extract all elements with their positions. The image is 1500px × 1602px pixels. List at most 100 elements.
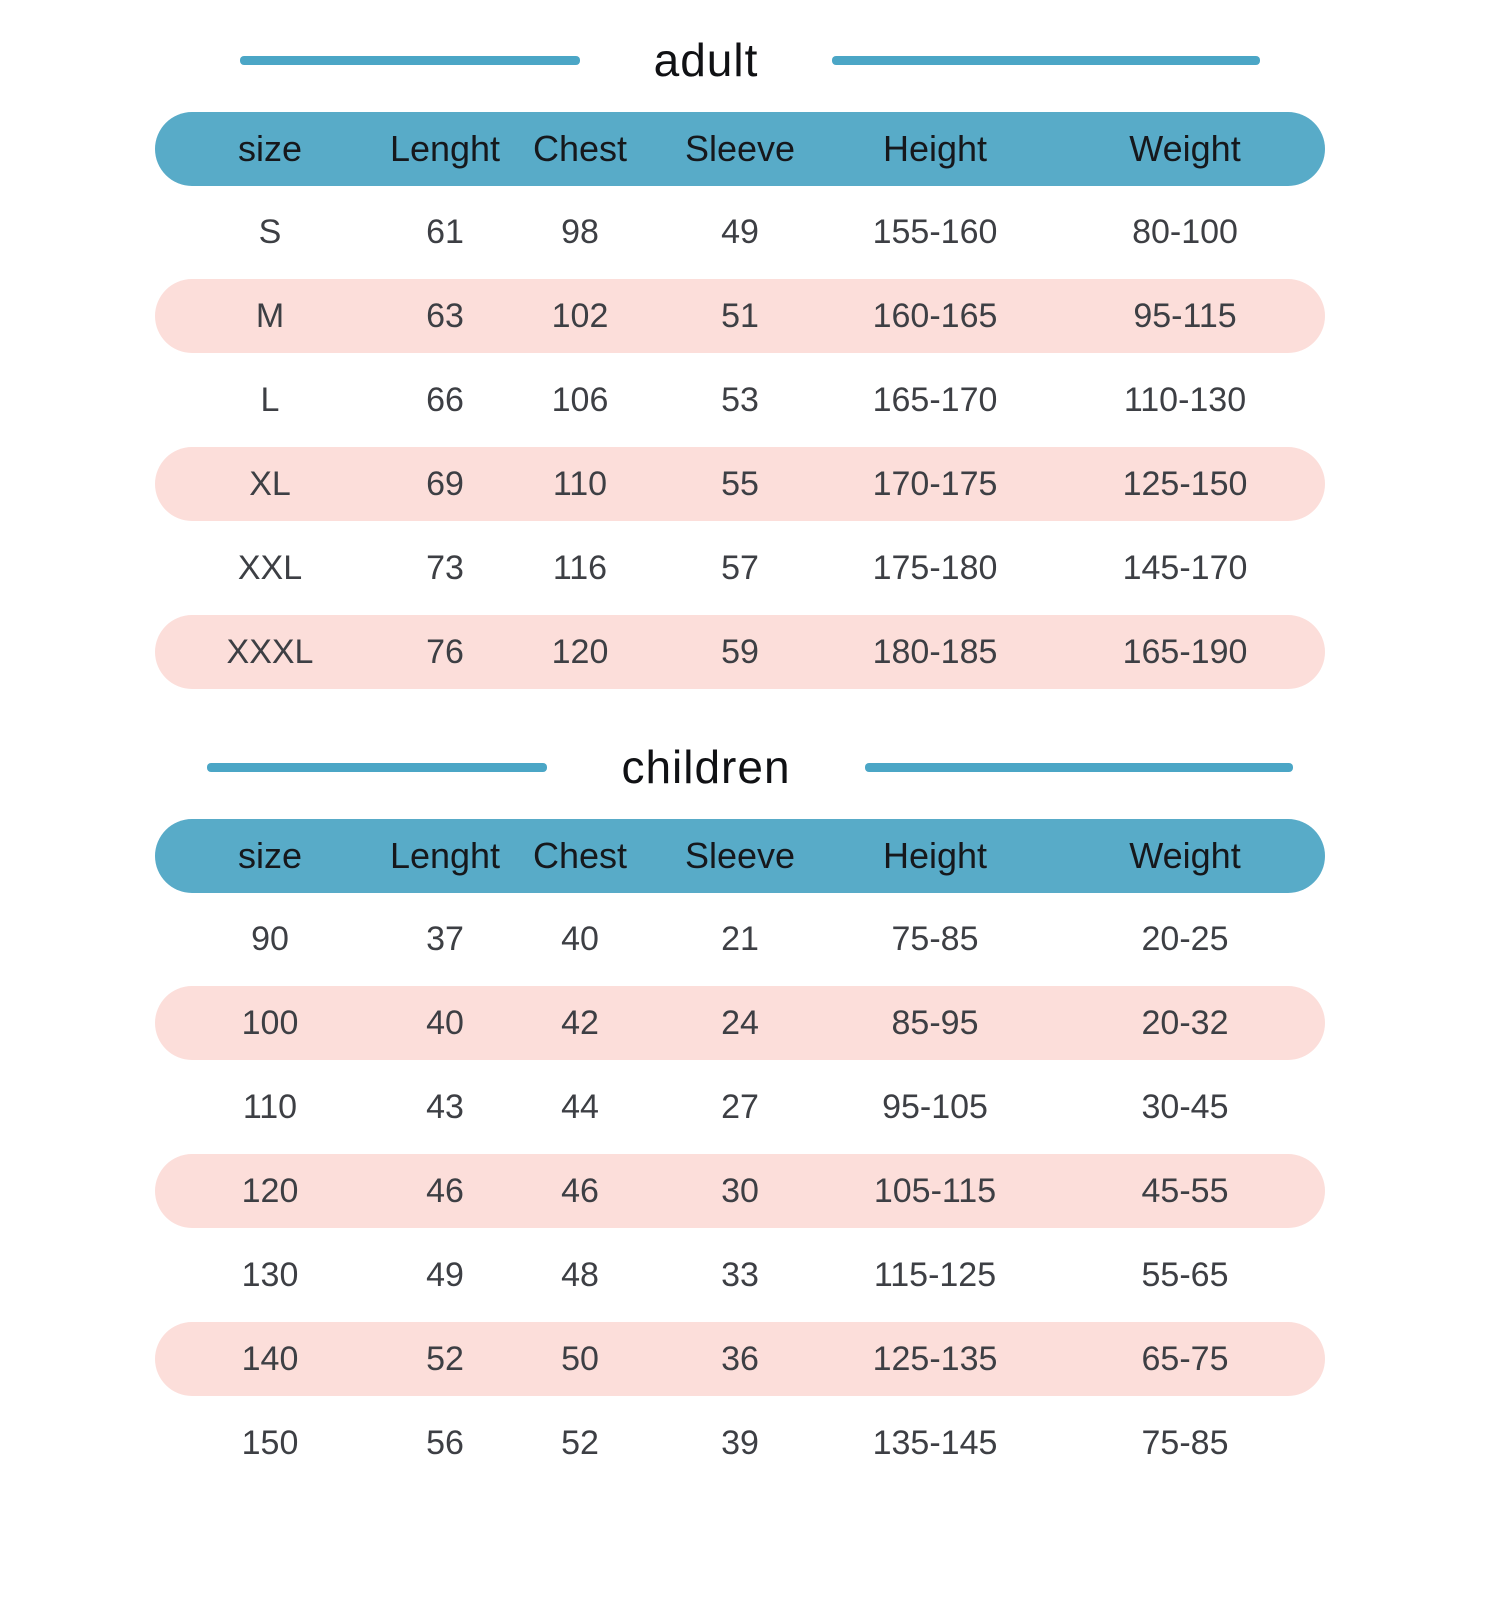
table-row-XL: XL 69 110 55 170-175 125-150 (155, 447, 1325, 521)
table-row-S: S 61 98 49 155-160 80-100 (155, 190, 1325, 274)
table-cell: 115-125 (873, 1255, 997, 1294)
column-header-weight: Weight (1129, 128, 1241, 169)
section-title-adult: adult (0, 28, 1500, 92)
table-cell: 165-170 (872, 380, 998, 419)
table-cell: 55-65 (1141, 1255, 1229, 1294)
table-row-120: 120 46 46 30 105-115 45-55 (155, 1154, 1325, 1228)
table-cell: 49 (721, 212, 759, 251)
table-cell: 40 (426, 1003, 464, 1042)
title-line-left (239, 55, 580, 65)
table-cell: 33 (721, 1255, 759, 1294)
table-cell: 98 (561, 212, 599, 251)
column-header-sleeve: Sleeve (684, 835, 796, 876)
table-cell: 36 (721, 1339, 759, 1378)
table-cell: 175-180 (872, 548, 998, 587)
table-cell: 80-100 (1132, 212, 1238, 251)
column-header-size: size (237, 835, 303, 876)
table-row-110: 110 43 44 27 95-105 30-45 (155, 1065, 1325, 1149)
table-cell: 95-115 (1133, 296, 1237, 335)
table-cell: 110 (242, 1087, 298, 1126)
children-size-table: size Lenght Chest Sleeve Height Weight 90 37 40… (155, 819, 1325, 1485)
table-cell: 24 (721, 1003, 759, 1042)
table-cell: XXXL (226, 632, 314, 671)
table-cell: 105-115 (873, 1171, 997, 1210)
table-cell: 52 (426, 1339, 464, 1378)
table-cell: L (260, 380, 280, 419)
table-body: 90 37 40 21 75-85 20-25 100 40 42 24 85-95 20-32 110… (155, 897, 1325, 1485)
table-cell: 63 (426, 296, 464, 335)
title-line-left (207, 762, 548, 772)
table-row-130: 130 49 48 33 115-125 55-65 (155, 1233, 1325, 1317)
table-cell: 125-150 (1122, 464, 1248, 503)
column-header-height: Height (882, 128, 988, 169)
table-cell: 75-85 (1141, 1423, 1229, 1462)
table-cell: 110-130 (1123, 380, 1247, 419)
table-row-XXL: XXL 73 116 57 175-180 145-170 (155, 526, 1325, 610)
table-row-150: 150 56 52 39 135-145 75-85 (155, 1401, 1325, 1485)
table-header-row: size Lenght Chest Sleeve Height Weight (155, 112, 1325, 186)
size-table-section-children: children size Lenght Chest Sleeve Height Weig… (0, 735, 1500, 1485)
column-header-lenght: Lenght (389, 128, 501, 169)
column-header-chest: Chest (532, 835, 628, 876)
size-table-section-adult: adult size Lenght Chest Sleeve Height Weight … (0, 28, 1500, 689)
section-title-text: children (621, 741, 791, 793)
table-cell: 30 (721, 1171, 759, 1210)
table-cell: 69 (426, 464, 464, 503)
table-cell: 155-160 (872, 212, 998, 251)
table-cell: 125-135 (872, 1339, 998, 1378)
column-header-chest: Chest (532, 128, 628, 169)
table-cell: 59 (721, 632, 759, 671)
table-cell: 110 (552, 464, 608, 503)
table-cell: XL (249, 464, 291, 503)
table-cell: 130 (241, 1255, 299, 1294)
column-header-height: Height (882, 835, 988, 876)
table-cell: 30-45 (1141, 1087, 1229, 1126)
table-cell: S (258, 212, 282, 251)
column-header-size: size (237, 128, 303, 169)
table-cell: 65-75 (1141, 1339, 1229, 1378)
table-cell: XXL (237, 548, 303, 587)
table-cell: 43 (426, 1087, 464, 1126)
table-cell: 55 (721, 464, 759, 503)
table-row-100: 100 40 42 24 85-95 20-32 (155, 986, 1325, 1060)
table-cell: 52 (561, 1423, 599, 1462)
table-cell: 51 (721, 296, 759, 335)
table-cell: 40 (561, 919, 599, 958)
title-line-right (832, 55, 1261, 65)
table-cell: 145-170 (1122, 548, 1248, 587)
column-header-lenght: Lenght (389, 835, 501, 876)
table-row-140: 140 52 50 36 125-135 65-75 (155, 1322, 1325, 1396)
table-cell: 46 (561, 1171, 599, 1210)
table-cell: 20-25 (1141, 919, 1229, 958)
table-row-90: 90 37 40 21 75-85 20-25 (155, 897, 1325, 981)
section-title-text: adult (653, 34, 759, 86)
table-body: S 61 98 49 155-160 80-100 M 63 102 51 160-165 95-11… (155, 190, 1325, 689)
table-cell: 90 (251, 919, 289, 958)
table-cell: 27 (721, 1087, 759, 1126)
table-cell: M (255, 296, 285, 335)
table-cell: 53 (721, 380, 759, 419)
table-row-L: L 66 106 53 165-170 110-130 (155, 358, 1325, 442)
table-cell: 61 (426, 212, 464, 251)
table-cell: 95-105 (882, 1087, 988, 1126)
table-header-row: size Lenght Chest Sleeve Height Weight (155, 819, 1325, 893)
table-cell: 42 (561, 1003, 599, 1042)
table-cell: 116 (552, 548, 608, 587)
table-cell: 150 (241, 1423, 299, 1462)
title-line-right (864, 762, 1293, 772)
table-cell: 73 (426, 548, 464, 587)
table-cell: 50 (561, 1339, 599, 1378)
table-cell: 56 (426, 1423, 464, 1462)
table-cell: 57 (721, 548, 759, 587)
table-row-M: M 63 102 51 160-165 95-115 (155, 279, 1325, 353)
table-cell: 75-85 (891, 919, 979, 958)
adult-size-table: size Lenght Chest Sleeve Height Weight S 61 98 4… (155, 112, 1325, 689)
column-header-weight: Weight (1129, 835, 1241, 876)
table-row-XXXL: XXXL 76 120 59 180-185 165-190 (155, 615, 1325, 689)
table-cell: 106 (551, 380, 609, 419)
table-cell: 100 (241, 1003, 299, 1042)
table-cell: 39 (721, 1423, 759, 1462)
table-cell: 21 (721, 919, 759, 958)
section-title-children: children (0, 735, 1500, 799)
